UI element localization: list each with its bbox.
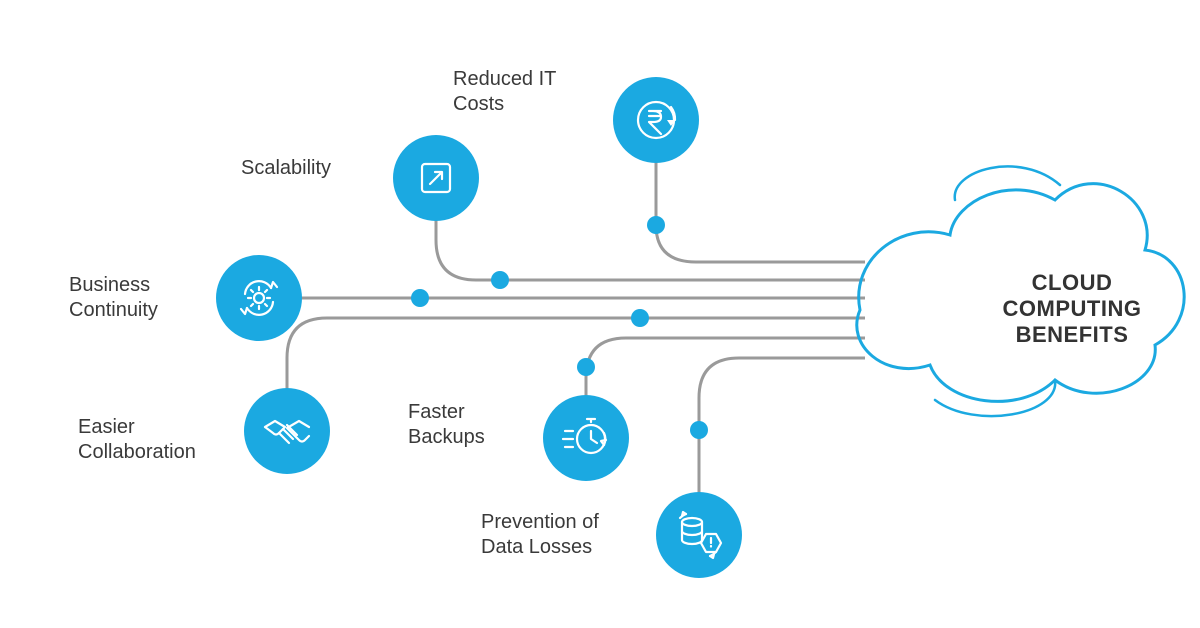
benefit-label-line: Prevention of	[481, 510, 599, 535]
benefit-label-easier-collaboration: EasierCollaboration	[78, 415, 196, 465]
benefit-label-line: Backups	[408, 425, 485, 450]
rupee-down-icon	[631, 95, 681, 145]
benefit-node-scalability	[393, 135, 479, 221]
connector-reduced-costs	[656, 160, 865, 262]
scale-icon	[412, 154, 460, 202]
cloud-title-line1: CLOUD	[972, 270, 1172, 296]
benefit-label-line: Continuity	[69, 298, 158, 323]
benefit-label-line: Reduced IT	[453, 67, 556, 92]
cloud-title-line3: BENEFITS	[972, 322, 1172, 348]
benefit-node-faster-backups	[543, 395, 629, 481]
connector-dot-reduced-costs	[647, 216, 665, 234]
benefit-label-line: Easier	[78, 415, 196, 440]
connector-dot-business-continuity	[411, 289, 429, 307]
benefit-node-easier-collaboration	[244, 388, 330, 474]
benefit-label-scalability: Scalability	[241, 156, 331, 181]
benefit-label-line: Faster	[408, 400, 485, 425]
benefit-label-line: Collaboration	[78, 440, 196, 465]
cloud-title-line2: COMPUTING	[972, 296, 1172, 322]
fast-clock-icon	[559, 411, 613, 465]
connector-dot-data-loss-prevention	[690, 421, 708, 439]
connector-easier-collaboration	[287, 318, 865, 390]
diagram-canvas: Reduced ITCosts Scalability BusinessContin…	[0, 0, 1200, 628]
benefit-label-line: Scalability	[241, 156, 331, 181]
benefit-node-data-loss-prevention	[656, 492, 742, 578]
connector-data-loss-prevention	[699, 358, 865, 494]
connector-faster-backups	[586, 338, 865, 397]
benefit-label-line: Costs	[453, 92, 556, 117]
cloud-accent-2	[935, 380, 1055, 416]
benefit-label-line: Business	[69, 273, 158, 298]
benefit-label-data-loss-prevention: Prevention ofData Losses	[481, 510, 599, 560]
connector-dot-faster-backups	[577, 358, 595, 376]
gear-cycle-icon	[233, 272, 285, 324]
connector-dot-scalability	[491, 271, 509, 289]
benefit-label-business-continuity: BusinessContinuity	[69, 273, 158, 323]
benefit-label-line: Data Losses	[481, 535, 599, 560]
data-shield-icon	[672, 508, 726, 562]
handshake-icon	[259, 403, 315, 459]
cloud-title: CLOUD COMPUTING BENEFITS	[972, 270, 1172, 348]
connector-dot-easier-collaboration	[631, 309, 649, 327]
benefit-label-faster-backups: FasterBackups	[408, 400, 485, 450]
benefit-node-reduced-costs	[613, 77, 699, 163]
benefit-label-reduced-costs: Reduced ITCosts	[453, 67, 556, 117]
benefit-node-business-continuity	[216, 255, 302, 341]
